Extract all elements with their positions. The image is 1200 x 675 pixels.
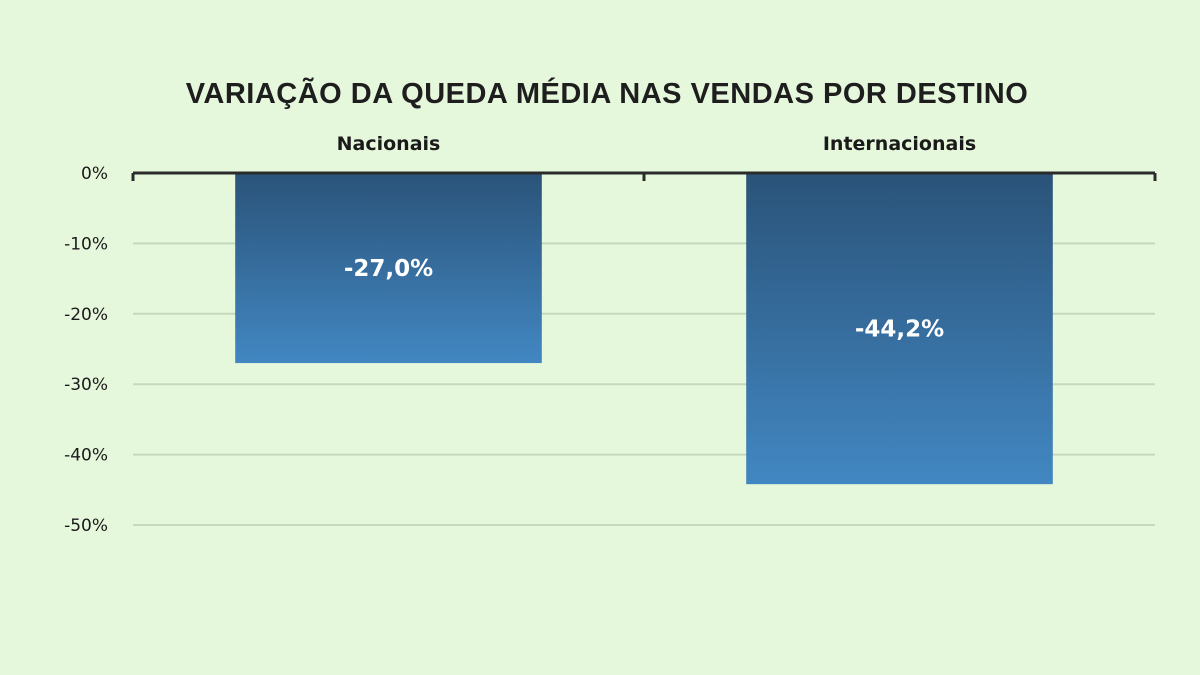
category-label: Internacionais (823, 133, 976, 155)
category-label: Nacionais (337, 133, 441, 155)
y-tick-label: 0% (81, 164, 108, 184)
data-labels: -27,0% -44,2% (344, 256, 944, 343)
y-tick-label: -40% (64, 446, 108, 466)
y-axis-ticks: 0% -10% -20% -30% -40% -50% (64, 164, 108, 536)
y-tick-label: -10% (64, 234, 108, 254)
category-labels: Nacionais Internacionais (337, 133, 977, 155)
category-axis (131, 171, 1157, 181)
y-tick-label: -20% (64, 305, 108, 325)
bar-nacionais (235, 173, 542, 364)
data-label: -27,0% (344, 256, 433, 282)
bars (235, 173, 1053, 485)
y-tick-label: -50% (64, 516, 108, 536)
chart-title: VARIAÇÃO DA QUEDA MÉDIA NAS VENDAS POR D… (186, 76, 1029, 110)
bar-internacionais (746, 173, 1053, 485)
y-tick-label: -30% (64, 375, 108, 395)
data-label: -44,2% (855, 317, 944, 343)
